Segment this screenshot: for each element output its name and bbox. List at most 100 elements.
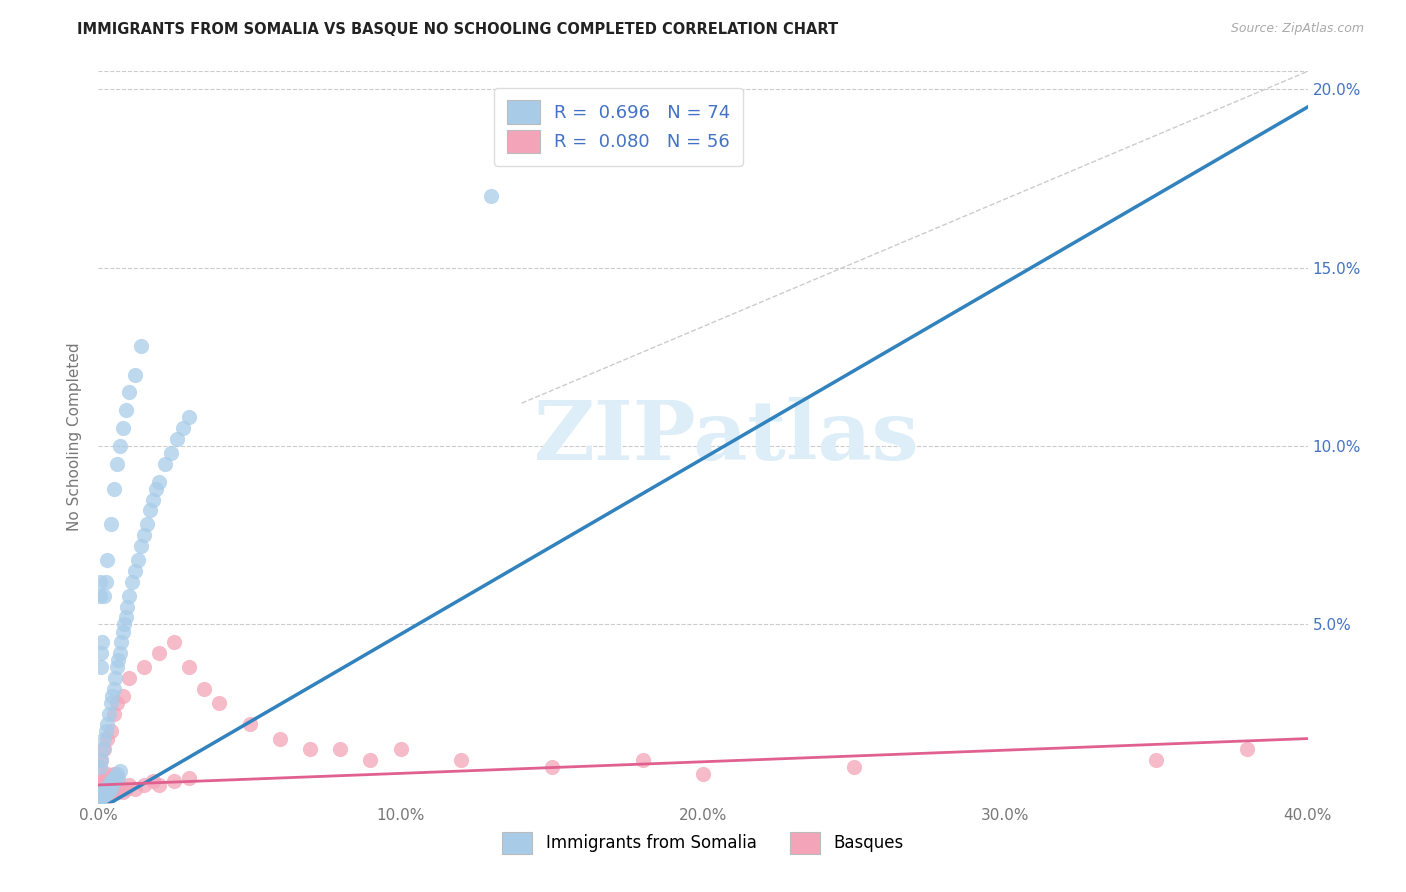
Point bbox=[111, 421, 134, 435]
Point bbox=[360, 753, 382, 767]
Text: Source: ZipAtlas.com: Source: ZipAtlas.com bbox=[1230, 22, 1364, 36]
Point bbox=[114, 403, 136, 417]
Point bbox=[93, 731, 115, 746]
Point bbox=[114, 610, 136, 624]
Point bbox=[148, 475, 170, 489]
Point bbox=[91, 792, 114, 806]
Point bbox=[179, 660, 201, 674]
Point bbox=[172, 421, 194, 435]
Point bbox=[97, 785, 120, 799]
Point bbox=[105, 696, 128, 710]
Point bbox=[389, 742, 412, 756]
Point bbox=[90, 753, 112, 767]
Point bbox=[91, 792, 114, 806]
Point bbox=[103, 771, 125, 785]
Point bbox=[98, 706, 121, 721]
Point bbox=[115, 599, 138, 614]
Point bbox=[94, 785, 117, 799]
Point bbox=[96, 785, 118, 799]
Point bbox=[101, 689, 124, 703]
Point bbox=[98, 778, 121, 792]
Point bbox=[108, 646, 131, 660]
Point bbox=[89, 792, 111, 806]
Point bbox=[103, 706, 125, 721]
Point bbox=[90, 789, 112, 803]
Point bbox=[101, 778, 124, 792]
Point bbox=[110, 635, 132, 649]
Point bbox=[93, 742, 115, 756]
Point bbox=[103, 482, 125, 496]
Point bbox=[100, 517, 122, 532]
Point bbox=[100, 774, 122, 789]
Point bbox=[108, 764, 131, 778]
Point bbox=[160, 446, 183, 460]
Point bbox=[299, 742, 322, 756]
Point bbox=[89, 760, 111, 774]
Point bbox=[100, 781, 122, 796]
Point bbox=[111, 624, 134, 639]
Point bbox=[105, 457, 128, 471]
Point bbox=[103, 681, 125, 696]
Point bbox=[103, 767, 125, 781]
Point bbox=[111, 689, 134, 703]
Point bbox=[90, 789, 112, 803]
Point bbox=[148, 646, 170, 660]
Point bbox=[1144, 753, 1167, 767]
Point bbox=[91, 781, 114, 796]
Legend: Immigrants from Somalia, Basques: Immigrants from Somalia, Basques bbox=[496, 826, 910, 860]
Point bbox=[108, 439, 131, 453]
Point bbox=[239, 717, 262, 731]
Point bbox=[89, 778, 111, 792]
Point bbox=[108, 781, 131, 796]
Point bbox=[93, 785, 115, 799]
Point bbox=[96, 731, 118, 746]
Point bbox=[96, 781, 118, 796]
Point bbox=[90, 785, 112, 799]
Point bbox=[142, 774, 165, 789]
Point bbox=[139, 503, 162, 517]
Point bbox=[105, 771, 128, 785]
Point bbox=[481, 189, 503, 203]
Point bbox=[107, 653, 129, 667]
Point bbox=[111, 785, 134, 799]
Point bbox=[96, 553, 118, 567]
Point bbox=[329, 742, 352, 756]
Point bbox=[105, 660, 128, 674]
Point bbox=[94, 574, 117, 589]
Point bbox=[107, 771, 129, 785]
Point bbox=[124, 368, 146, 382]
Text: ZIPatlas: ZIPatlas bbox=[534, 397, 920, 477]
Point bbox=[631, 753, 654, 767]
Point bbox=[94, 789, 117, 803]
Point bbox=[208, 696, 231, 710]
Point bbox=[132, 660, 155, 674]
Point bbox=[93, 785, 115, 799]
Point bbox=[105, 785, 128, 799]
Point bbox=[100, 696, 122, 710]
Point bbox=[118, 671, 141, 685]
Point bbox=[129, 539, 152, 553]
Point bbox=[103, 774, 125, 789]
Text: IMMIGRANTS FROM SOMALIA VS BASQUE NO SCHOOLING COMPLETED CORRELATION CHART: IMMIGRANTS FROM SOMALIA VS BASQUE NO SCH… bbox=[77, 22, 838, 37]
Point bbox=[94, 724, 117, 739]
Point bbox=[100, 785, 122, 799]
Point bbox=[450, 753, 472, 767]
Point bbox=[89, 760, 111, 774]
Point bbox=[844, 760, 866, 774]
Point bbox=[96, 767, 118, 781]
Point bbox=[96, 717, 118, 731]
Point bbox=[132, 778, 155, 792]
Point bbox=[94, 789, 117, 803]
Point bbox=[127, 553, 149, 567]
Point bbox=[93, 781, 115, 796]
Point bbox=[100, 724, 122, 739]
Point bbox=[90, 660, 112, 674]
Point bbox=[153, 457, 176, 471]
Point bbox=[90, 774, 112, 789]
Point bbox=[163, 635, 186, 649]
Point bbox=[91, 789, 114, 803]
Point bbox=[114, 781, 136, 796]
Point bbox=[118, 589, 141, 603]
Point bbox=[179, 771, 201, 785]
Point bbox=[90, 646, 112, 660]
